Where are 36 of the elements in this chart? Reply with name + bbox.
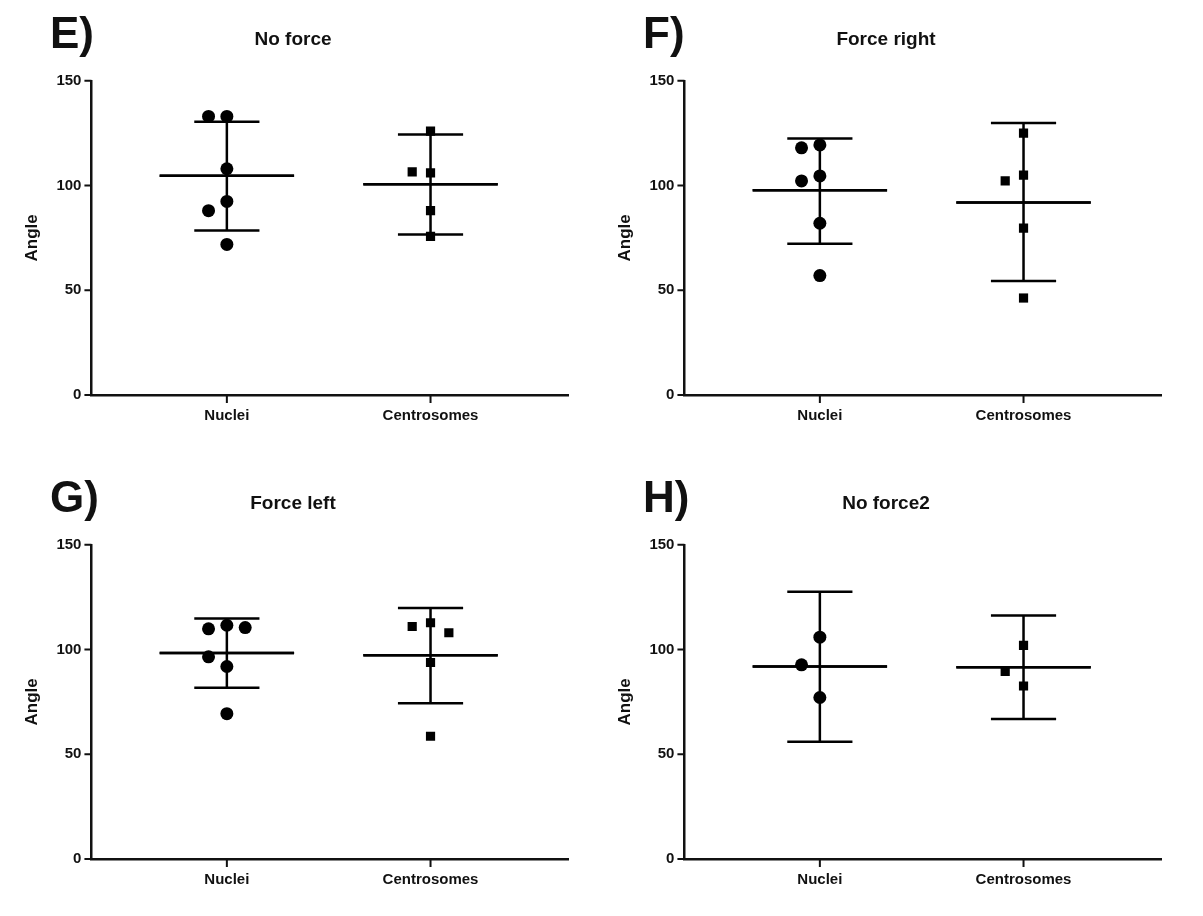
y-tick-label: 0 <box>666 849 675 867</box>
text: H) <box>643 472 690 522</box>
x-tick-label: Centrosomes <box>975 406 1072 424</box>
y-tick-label: 0 <box>73 385 82 403</box>
x-tick-label: Nuclei <box>204 406 250 424</box>
text: E) <box>50 8 94 58</box>
y-tick-label: 50 <box>64 744 82 762</box>
x-tick-label: Nuclei <box>797 406 843 424</box>
y-tick-label: 0 <box>666 385 675 403</box>
y-tick-label: 150 <box>56 534 82 552</box>
y-tick-label: 150 <box>649 70 675 88</box>
chart-title: Force right <box>836 27 937 49</box>
y-tick-label: 100 <box>56 639 82 657</box>
text: G) <box>50 472 99 522</box>
text: F) <box>643 8 685 58</box>
y-axis-title: Angle <box>21 678 41 726</box>
x-tick-label: Centrosomes <box>382 406 479 424</box>
y-tick-label: 150 <box>56 70 82 88</box>
y-tick-label: 0 <box>73 849 82 867</box>
y-tick-label: 100 <box>649 639 675 657</box>
y-axis-title: Angle <box>614 214 634 262</box>
x-tick-label: Nuclei <box>204 870 250 888</box>
x-tick-label: Centrosomes <box>382 870 479 888</box>
y-tick-label: 50 <box>657 280 675 298</box>
y-axis-title: Angle <box>21 214 41 262</box>
y-tick-label: 50 <box>657 744 675 762</box>
x-tick-label: Centrosomes <box>975 870 1072 888</box>
chart-title: No force <box>254 27 332 49</box>
chart-title: No force2 <box>842 491 930 513</box>
y-tick-label: 100 <box>649 175 675 193</box>
y-tick-label: 100 <box>56 175 82 193</box>
y-axis-title: Angle <box>614 678 634 726</box>
y-tick-label: 150 <box>649 534 675 552</box>
chart-title: Force left <box>250 491 337 513</box>
x-tick-label: Nuclei <box>797 870 843 888</box>
y-tick-label: 50 <box>64 280 82 298</box>
